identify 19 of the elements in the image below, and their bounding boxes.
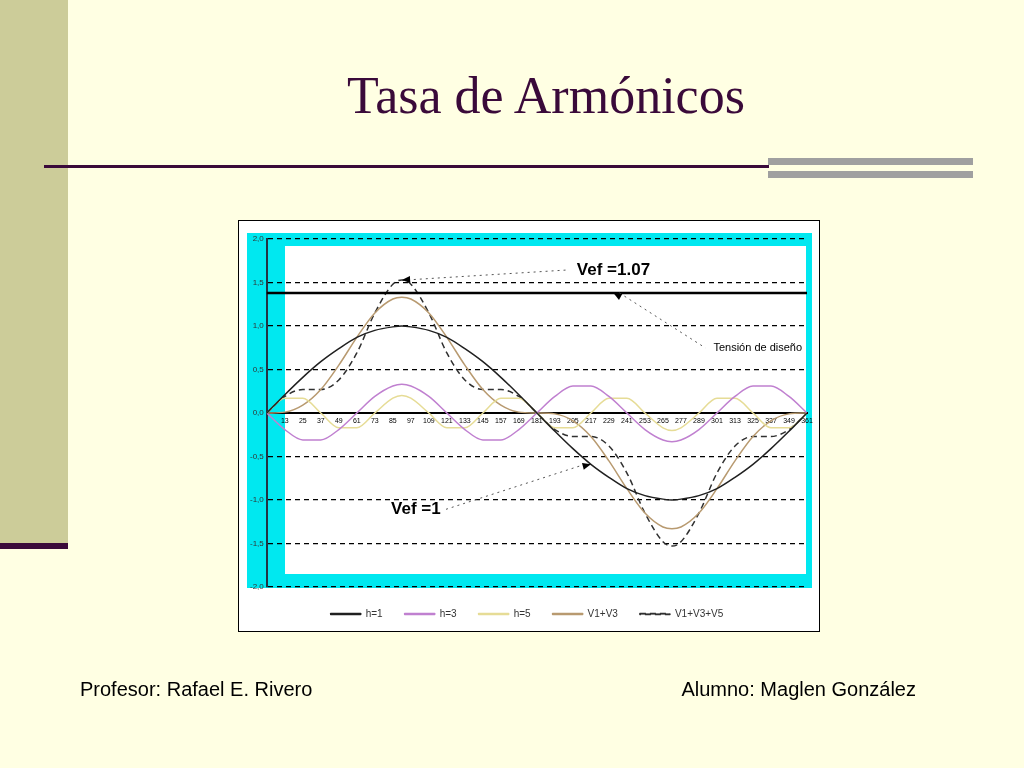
text: Alumno: Maglen González (681, 678, 916, 701)
legend-label: h=3 (439, 607, 458, 619)
chart-title: Tasa de Armónicos (346, 66, 746, 125)
annotation: Vef =1.07 (576, 259, 651, 279)
y-tick-label: 0,5 (252, 364, 265, 374)
legend-label: V1+V3 (587, 607, 619, 619)
y-tick-label: -1,0 (249, 495, 265, 505)
y-tick-label: -1,5 (249, 538, 265, 548)
y-tick-label: 0,0 (252, 408, 265, 418)
y-tick-label: 1,0 (252, 321, 265, 331)
text: Profesor: Rafael E. Rivero (80, 678, 313, 701)
legend-label: V1+V3+V5 (674, 607, 724, 619)
legend-label: h=1 (365, 607, 384, 619)
y-tick-label: 1,5 (252, 277, 265, 287)
y-tick-label: 2,0 (252, 234, 265, 244)
legend-label: h=5 (513, 607, 532, 619)
annotation: Vef =1 (391, 499, 441, 519)
y-tick-label: -0,5 (249, 451, 265, 461)
annotation: Tensión de diseño (713, 340, 803, 353)
